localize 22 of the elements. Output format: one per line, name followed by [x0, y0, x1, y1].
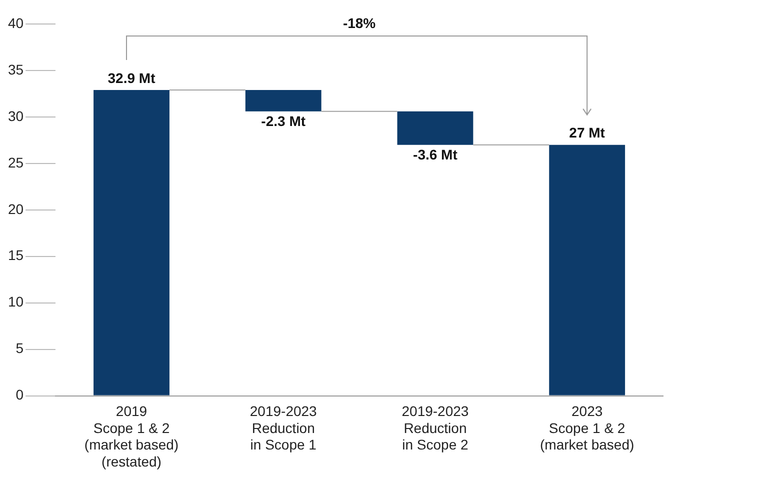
bar — [397, 111, 474, 145]
annotation: -18% — [342, 14, 376, 31]
y-tick-label: 15 — [8, 247, 24, 264]
data-label: 32.9 Mt — [108, 70, 156, 86]
x-tick-label: 2019 Scope 1 & 2 (market based) (restated) — [84, 403, 179, 470]
x-tick-label: 2019-2023 Reduction in Scope 1 — [250, 403, 318, 453]
y-tick-label: 30 — [8, 108, 24, 124]
x-tick-label: 2019-2023 Reduction in Scope 2 — [402, 403, 469, 453]
y-tick-label: 0 — [16, 386, 24, 403]
data-label: 27 Mt — [569, 124, 606, 141]
y-tick-label: 35 — [8, 61, 24, 78]
data-label: -3.6 Mt — [413, 146, 458, 163]
y-tick-label: 25 — [8, 154, 24, 170]
bar — [549, 144, 626, 396]
bar — [94, 90, 170, 396]
y-tick-label: 10 — [8, 294, 24, 310]
bar — [245, 90, 322, 112]
y-tick-label: 20 — [8, 200, 24, 217]
x-tick-label: 2023 Scope 1 & 2 (market based) — [540, 403, 634, 453]
y-tick-label: 5 — [16, 340, 24, 356]
y-tick-label: 40 — [8, 14, 24, 31]
data-label: -2.3 Mt — [261, 113, 306, 130]
